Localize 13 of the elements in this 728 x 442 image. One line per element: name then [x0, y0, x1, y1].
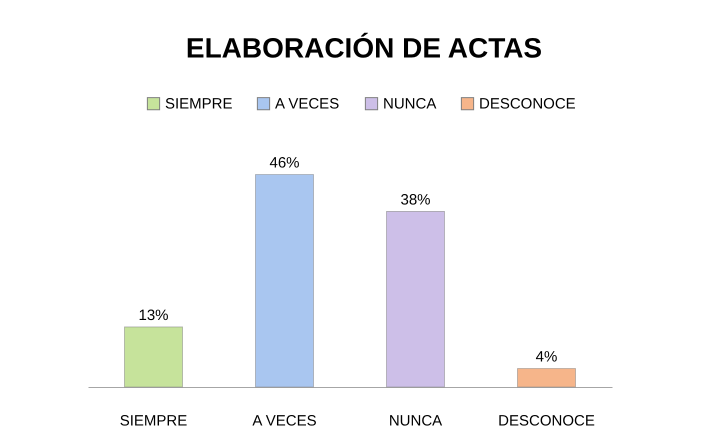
- data-label: 4%: [536, 348, 558, 366]
- legend-label: NUNCA: [383, 96, 436, 113]
- legend-label: A VECES: [275, 96, 340, 113]
- x-tick-label: NUNCA: [388, 412, 442, 430]
- legend-label: SIEMPRE: [165, 96, 233, 113]
- legend-label: DESCONOCE: [479, 96, 576, 113]
- x-tick-label: A VECES: [252, 412, 317, 430]
- chart-title: ELABORACIÓN DE ACTAS: [186, 32, 542, 64]
- x-tick-label: DESCONOCE: [498, 412, 595, 430]
- data-label: 46%: [269, 154, 300, 172]
- data-label: 38%: [400, 191, 431, 208]
- data-label: 13%: [138, 306, 169, 324]
- x-tick-label: SIEMPRE: [120, 412, 188, 430]
